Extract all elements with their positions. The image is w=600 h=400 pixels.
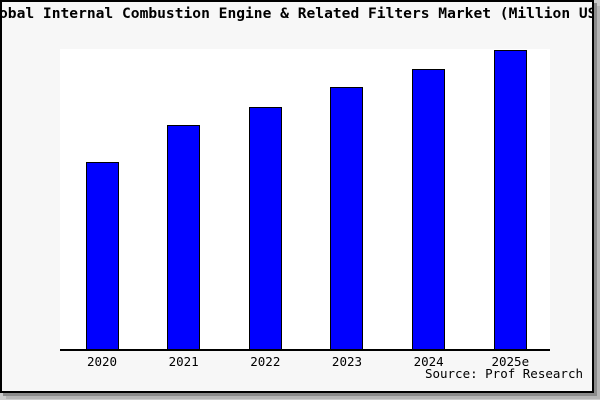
bar-2020 [85,162,119,349]
x-tick-label-2022: 2022 [250,354,281,369]
x-tick-label-2024: 2024 [413,354,444,369]
bar-2021 [167,125,201,349]
bar-2025e [493,50,527,349]
x-tick-label-2025e: 2025e [491,354,530,369]
bar-2022 [248,107,282,349]
chart-title: obal Internal Combustion Engine & Relate… [0,5,594,22]
bar-2024 [412,69,446,349]
x-tick-label-2020: 2020 [86,354,118,369]
x-tick-label-2023: 2023 [331,354,363,369]
x-tick-label-2021: 2021 [168,354,199,369]
x-axis-line [60,349,550,351]
bar-2023 [330,87,364,349]
source-caption: Source: Prof Research [424,366,583,381]
plot-area [60,49,550,349]
chart-frame: obal Internal Combustion Engine & Relate… [0,0,594,393]
